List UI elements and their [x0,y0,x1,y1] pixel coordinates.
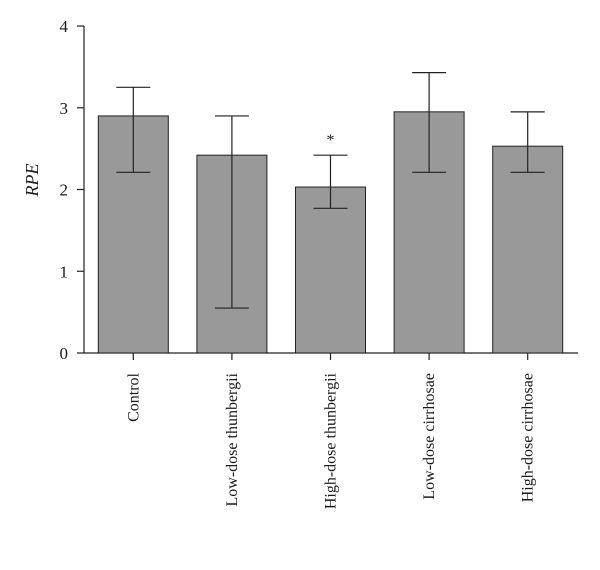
x-category-label: High-dose cirrhosae [520,373,537,502]
x-category-label: Low-dose thunbergii [224,372,241,506]
y-tick-label: 2 [60,181,69,200]
x-category-label: Low-dose cirrhosae [421,373,438,500]
significance-marker: * [327,132,335,149]
y-tick-label: 4 [60,17,69,36]
plot-area: 0 1 2 3 4 Control Low-dose thunbergii High-dose… [60,17,578,509]
bar [295,186,366,354]
y-tick-label: 3 [60,99,69,118]
x-category-label: High-dose thunbergii [323,372,340,509]
y-tick-label: 1 [60,262,69,281]
x-category-label: Control [125,372,142,421]
y-tick-label: 0 [60,344,69,363]
bar [492,145,564,354]
y-axis-label: RPE [22,164,42,198]
